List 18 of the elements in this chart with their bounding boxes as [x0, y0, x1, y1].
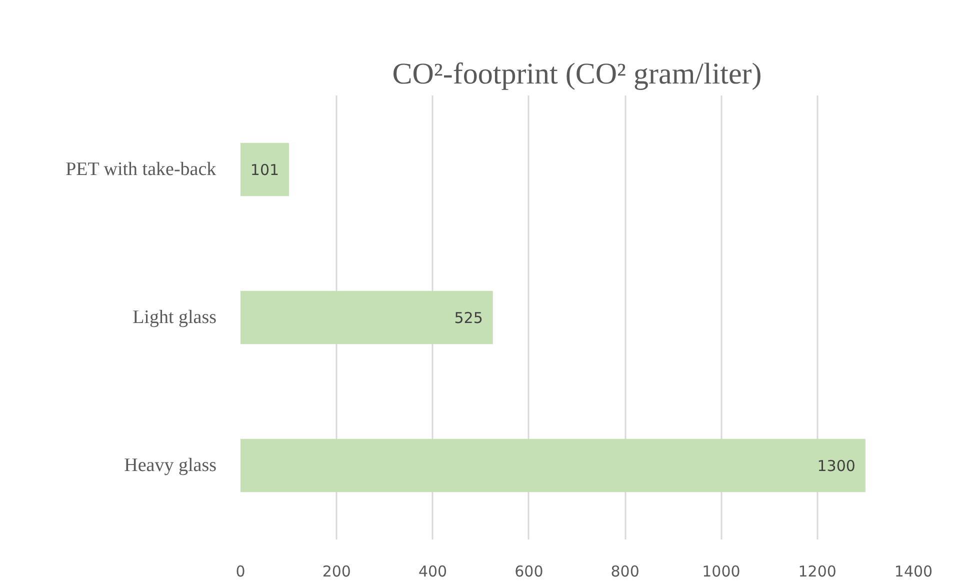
bar	[240, 438, 866, 492]
y-tick-label: PET with take-back	[66, 159, 217, 180]
x-tick-label: 200	[322, 562, 351, 580]
x-tick-label: 1200	[798, 562, 836, 580]
data-label: 101	[250, 161, 280, 179]
x-tick-label: 1000	[702, 562, 740, 580]
bar	[240, 142, 290, 196]
y-tick-label: Heavy glass	[124, 455, 217, 476]
y-tick-label: Light glass	[132, 307, 217, 328]
data-label: 1300	[817, 457, 856, 475]
x-tick-label: 600	[514, 562, 544, 580]
x-tick-label: 400	[418, 562, 448, 580]
chart-title: CO²-footprint (CO² gram/liter)	[392, 58, 762, 90]
x-tick-label: 1400	[894, 562, 933, 580]
x-tick-label: 800	[610, 562, 640, 580]
data-label: 525	[454, 309, 483, 327]
bar	[240, 290, 493, 344]
x-tick-label: 0	[236, 562, 246, 580]
